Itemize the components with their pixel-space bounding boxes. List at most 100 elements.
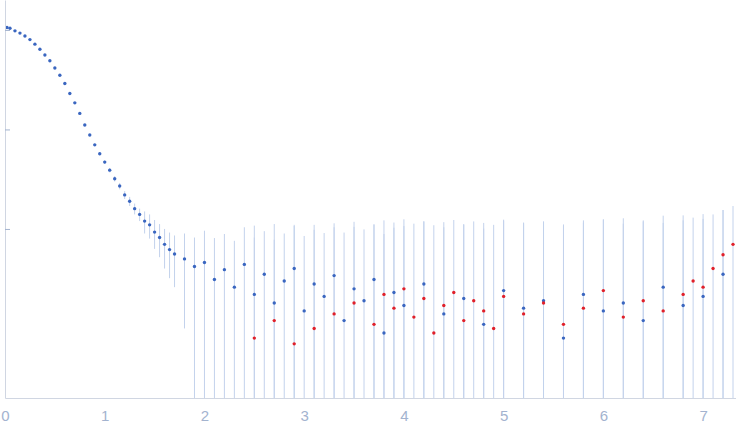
error-bar [473,221,474,398]
error-bar [214,238,215,398]
error-bar [164,229,165,269]
point [701,295,704,298]
error-bar [723,210,724,398]
point [148,223,151,226]
error-bar [383,220,384,398]
point [522,306,525,309]
point [452,291,455,294]
y-tick [5,229,10,230]
point [422,282,425,285]
point [382,331,385,334]
point [38,48,41,51]
error-bar [159,224,160,257]
error-bar [344,233,345,398]
error-bar [304,236,305,398]
error-bar [204,231,205,398]
x-tick: 7 [699,398,707,424]
error-bar [503,221,504,398]
point [432,331,435,334]
point [53,66,56,69]
points [253,243,735,346]
point [622,315,625,318]
point [492,327,495,330]
x-tick: 1 [101,398,109,424]
x-tick-label: 7 [699,407,707,424]
point [462,319,465,322]
point [542,301,545,304]
error-bar [174,235,175,287]
point [642,319,645,322]
point [13,29,16,32]
plot: 01234567 [1,1,736,424]
point [153,230,156,233]
point [322,295,325,298]
point [442,312,445,315]
y-tick-mark [5,229,10,230]
point [522,312,525,315]
error-bar [354,222,355,398]
point [138,213,141,216]
error-bar [703,214,704,398]
point [482,309,485,312]
point [442,304,445,307]
point [402,287,405,290]
point [372,278,375,281]
error-bars [7,27,723,398]
error-bar [334,223,335,398]
point [293,267,296,270]
point [472,299,475,302]
point [332,274,335,277]
point [33,42,36,45]
point [123,193,126,196]
point [78,112,81,115]
point [173,252,176,255]
point [602,309,605,312]
point [213,278,216,281]
point [582,306,585,309]
point [622,301,625,304]
error-bar [224,234,225,398]
error-bar [154,220,155,249]
error-bar [423,222,424,398]
error-bar [703,219,704,398]
error-bar [503,220,504,398]
error-bar [713,214,714,398]
point [143,219,146,222]
point [113,177,116,180]
point [502,289,505,292]
y-tick-mark [5,30,10,31]
x-tick-label: 0 [1,407,9,424]
point [362,299,365,302]
error-bar [523,223,524,398]
point [502,295,505,298]
point [681,293,684,296]
point [8,27,11,30]
marks [5,26,734,398]
point [562,336,565,339]
point [352,287,355,290]
point [23,34,26,37]
error-bar [284,234,285,398]
point [63,82,66,85]
point [263,273,266,276]
error-bar [274,224,275,398]
error-bar [723,210,724,398]
point [253,336,256,339]
points [5,26,724,340]
y-tick-mark [5,129,10,130]
error-bar [643,220,644,398]
x-tick-label: 4 [400,407,408,424]
point [382,293,385,296]
error-bar [364,229,365,398]
error-bar [373,224,374,398]
error-bar [184,234,185,329]
error-bar [603,220,604,398]
point [183,257,186,260]
point [711,267,714,270]
point [402,304,405,307]
x-tick: 3 [301,398,309,424]
point [302,309,305,312]
point [28,38,31,41]
point [312,327,315,330]
point [691,279,694,282]
